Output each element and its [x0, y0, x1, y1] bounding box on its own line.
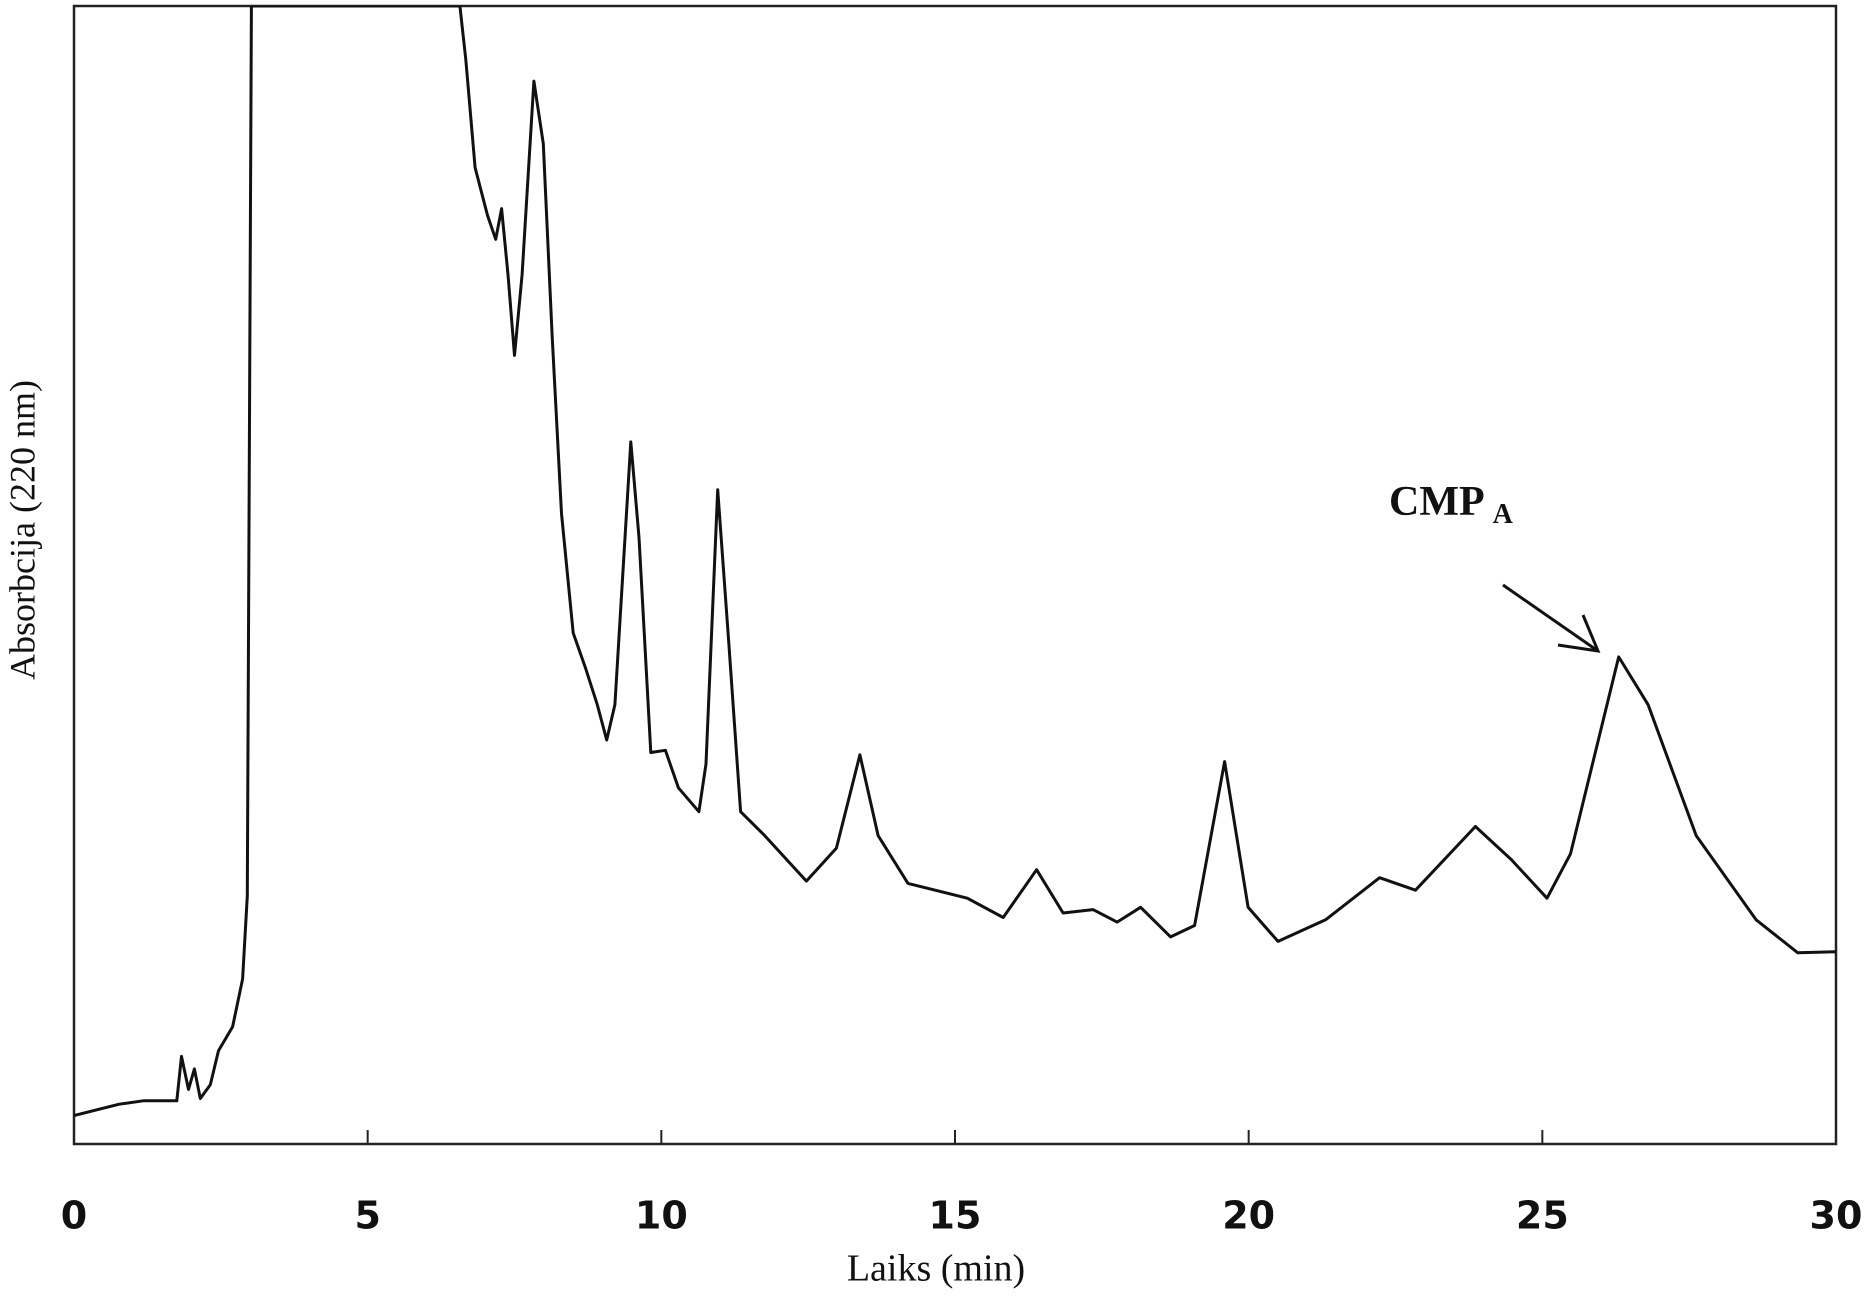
x-axis-label: Laiks (min) [847, 1248, 1025, 1290]
y-axis-label: Absorbcija (220 nm) [2, 380, 42, 680]
x-tick-label: 15 [929, 1194, 982, 1238]
x-tick-label: 0 [61, 1194, 87, 1238]
chromatogram-line [74, 6, 1836, 1117]
x-tick-label: 10 [635, 1194, 688, 1238]
annotation-arrow [1502, 583, 1601, 653]
annotation-text: CMP [1389, 479, 1485, 525]
annotation-subscript: A [1493, 499, 1514, 530]
x-tick-label: 30 [1810, 1194, 1863, 1238]
x-tick-label: 5 [354, 1194, 380, 1238]
x-tick-label: 25 [1516, 1194, 1569, 1238]
plot-frame [72, 4, 1838, 1146]
annotation: CMP A [1389, 479, 1514, 531]
x-tick-label: 20 [1222, 1194, 1275, 1238]
